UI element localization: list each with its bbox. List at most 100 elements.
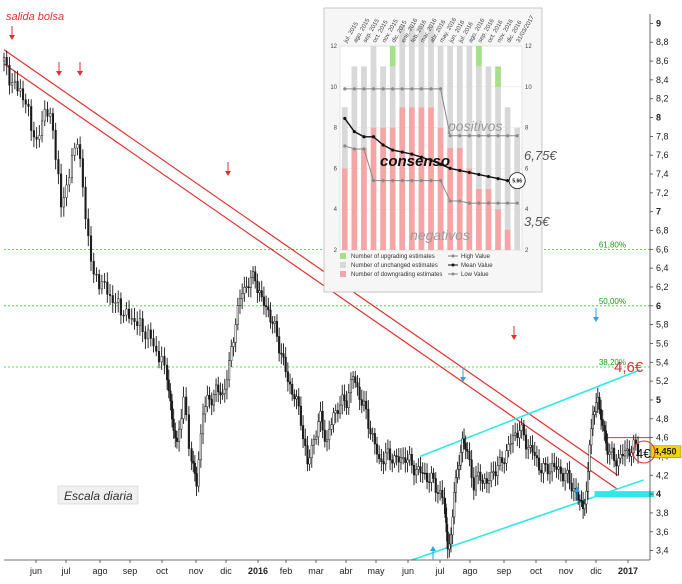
price-candle [474,475,478,491]
price-candle [35,136,38,140]
y-tick-label: 6,4 [656,263,669,273]
inset-bar-downgrading [466,168,473,250]
price-candle [593,411,596,416]
price-candle [603,425,606,432]
inset-bar-unchanged [418,25,425,108]
price-candle [223,388,226,395]
inset-bar-unchanged [389,66,396,128]
price-candle [236,305,239,325]
inset-legend-label: Mean Value [461,263,493,269]
inset-y-tick-right: 6 [525,166,529,172]
price-candle [492,471,495,473]
price-candle [187,414,190,449]
price-candle [623,450,627,457]
price-candle [596,396,599,403]
price-candle [319,410,322,422]
price-candle [178,428,181,442]
price-candle [175,437,178,442]
inset-legend-label: Number of unchanged estimates [351,263,438,269]
price-candle [76,144,79,149]
inset-bar-unchanged [447,46,454,148]
price-candle [103,281,106,283]
y-tick-label: 7,4 [656,169,669,179]
price-candle [419,466,422,473]
price-candle [613,447,616,461]
price-candle [591,414,594,430]
inset-bar-unchanged [428,25,434,108]
price-candle [284,356,287,372]
x-tick-label: ago [462,566,477,576]
inset-y-tick-right: 8 [525,126,529,132]
price-candle [408,454,411,461]
price-candle [288,381,292,385]
price-candle [130,317,133,320]
inset-negative-label: negativos [410,227,470,243]
price-candle [343,394,346,402]
support-circle [632,440,656,464]
price-candle [251,271,255,278]
price-candle [531,445,534,453]
price-candle [11,82,14,86]
price-candle [373,433,376,445]
price-candle [24,99,27,105]
price-candle [395,455,398,457]
price-candle [160,356,163,363]
inset-bar-downgrading [408,107,415,250]
inset-bar-unchanged [495,86,501,210]
price-candle [232,342,235,347]
inset-low-line [344,145,518,204]
price-candle [308,457,311,465]
x-tick-label: dic [220,566,232,576]
inset-bar-downgrading [447,148,454,250]
price-candle [280,352,283,355]
resistance-label: 4,6€ [614,359,644,376]
price-candle [299,405,302,426]
price-candle [415,469,418,476]
inset-bar-downgrading [456,148,463,250]
fibonacci-levels: 61,80% 50,00% 38,20% [4,240,650,368]
price-candle [49,113,52,117]
price-candle [144,331,147,340]
price-candle [141,318,144,332]
price-candle [262,296,265,306]
price-candle [472,477,475,491]
price-candle [325,439,329,442]
price-candle [490,471,493,481]
price-candle [197,459,200,487]
inset-bar-unchanged [456,46,463,148]
price-candle [2,57,6,62]
price-candle [540,469,543,474]
price-candle [380,458,383,462]
price-candle [243,286,246,294]
price-candle [538,457,541,471]
x-tick-label: sep [123,566,138,576]
price-candle [544,463,547,465]
inset-bar-unchanged [351,66,358,148]
price-candle [501,457,504,463]
price-candle [215,384,218,395]
price-candle [306,445,309,465]
price-candle [516,432,519,438]
price-candle [210,398,213,406]
price-candle [293,394,296,400]
inset-bar-downgrading [370,127,377,250]
inset-bar-unchanged [466,46,473,169]
price-candle [43,109,46,122]
price-candle [546,464,549,475]
price-candle [106,281,109,295]
price-candle [470,459,473,478]
inset-y-tick-right: 10 [525,85,532,91]
inset-legend-label: Low Value [461,272,489,278]
price-candle [217,384,220,393]
price-candle [421,472,424,474]
price-candle [423,472,426,475]
inset-bar-unchanged [370,46,377,128]
price-candle [330,424,333,430]
price-candle [201,413,205,435]
arrow-red-4 [225,162,231,176]
x-tick-label: oct [530,566,543,576]
price-candle [511,435,515,444]
price-candle [13,80,16,83]
inset-y-tick-left: 6 [334,166,338,172]
